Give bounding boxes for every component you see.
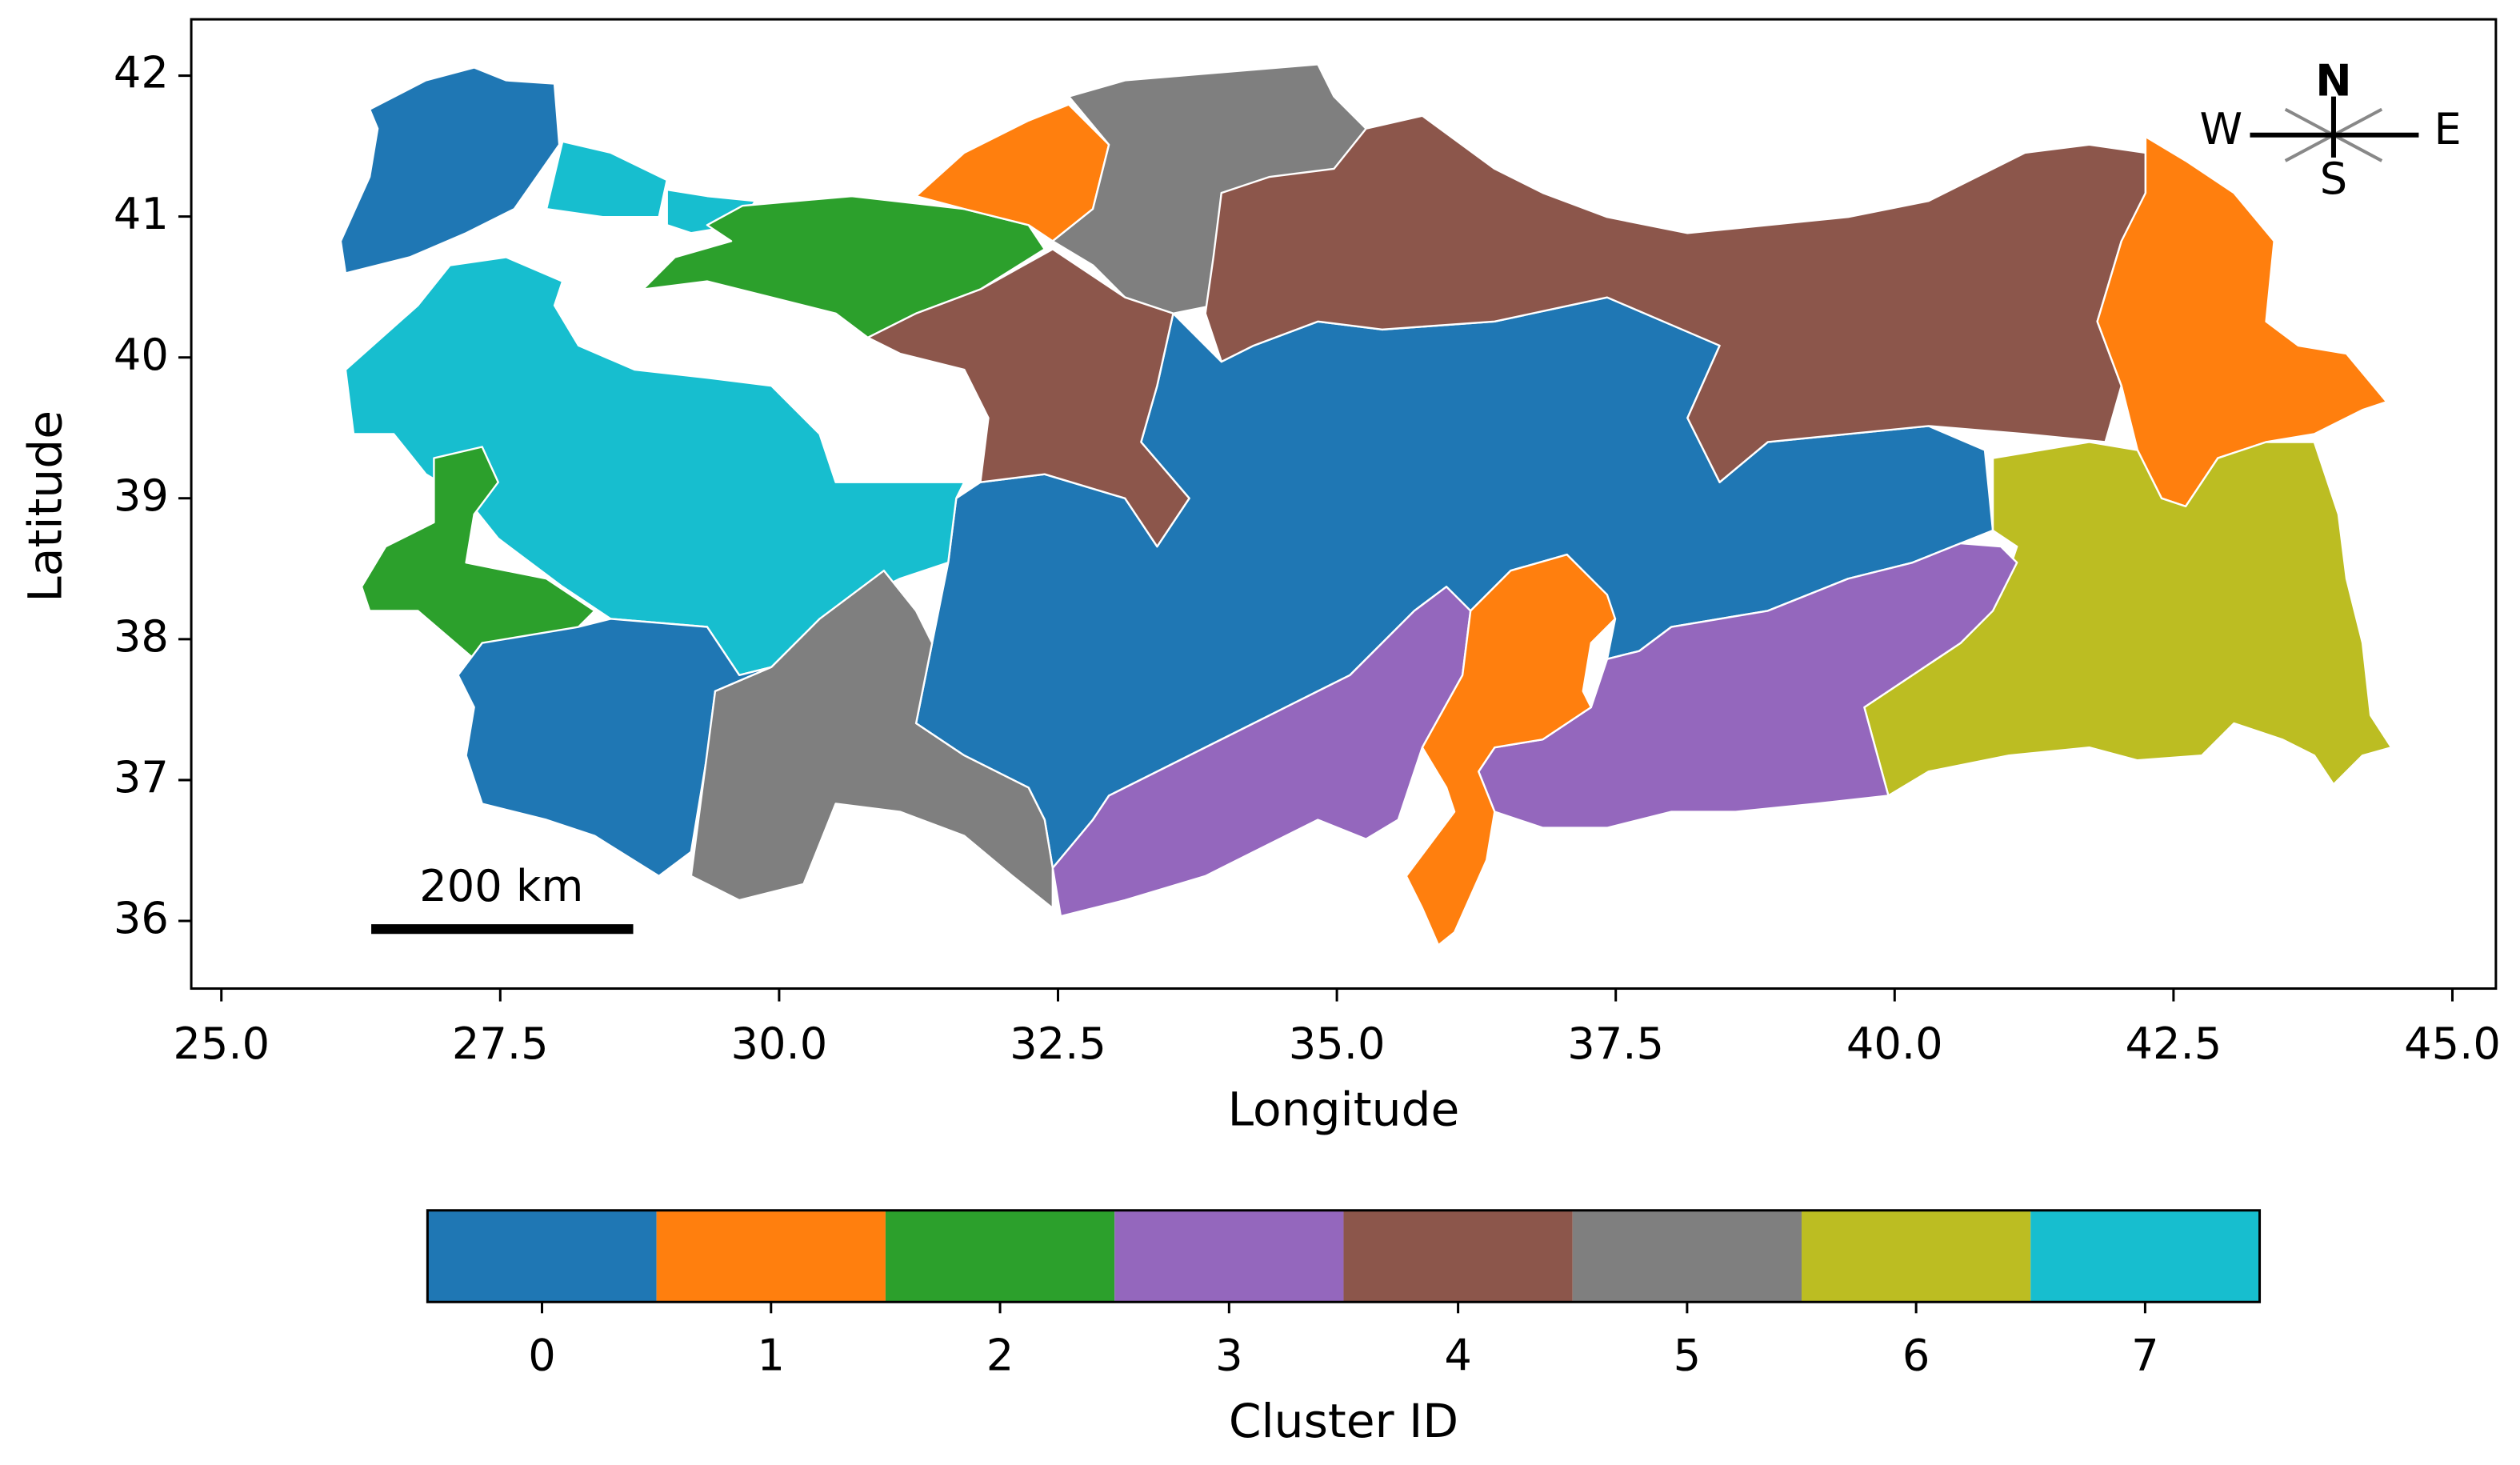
colorbar-swatch (656, 1210, 886, 1303)
colorbar-label: Cluster ID (1229, 1394, 1458, 1448)
region (339, 66, 561, 274)
x-tick-label: 30.0 (731, 1019, 828, 1069)
y-tick-label: 42 (114, 48, 169, 98)
colorbar-tick-label: 4 (1444, 1331, 1472, 1381)
compass: N S W E (2200, 56, 2462, 205)
colorbar-swatch (1343, 1210, 1573, 1303)
compass-w: W (2200, 104, 2243, 154)
colorbar-frame (426, 1209, 2262, 1303)
x-tick-label: 27.5 (452, 1019, 549, 1069)
y-tick-label: 36 (114, 893, 169, 943)
x-tick-label: 45.0 (2404, 1019, 2501, 1069)
colorbar-swatch (2030, 1210, 2260, 1303)
y-tick-label: 40 (114, 330, 169, 380)
colorbar: 0 1 2 3 4 5 6 7 (426, 1209, 2262, 1381)
colorbar-tick-label: 6 (1902, 1331, 1930, 1381)
scale-bar-label: 200 km (419, 861, 583, 911)
region (2096, 135, 2388, 508)
x-tick-label: 25.0 (173, 1019, 270, 1069)
x-tick-label: 32.5 (1010, 1019, 1106, 1069)
region (457, 618, 773, 878)
region (545, 140, 668, 218)
colorbar-swatch (1114, 1210, 1344, 1303)
y-tick-label: 38 (114, 611, 169, 662)
colorbar-swatch (427, 1210, 657, 1303)
colorbar-tick-label: 7 (2131, 1331, 2159, 1381)
regions (339, 63, 2393, 947)
plot-frame (190, 18, 2498, 991)
x-tick-label: 42.5 (2126, 1019, 2222, 1069)
x-axis-label: Longitude (1228, 1082, 1460, 1136)
region (690, 569, 1054, 910)
y-tick-label: 41 (114, 189, 169, 239)
x-tick-label: 35.0 (1289, 1019, 1386, 1069)
compass-e: E (2434, 104, 2461, 154)
colorbar-tick-label: 3 (1215, 1331, 1243, 1381)
colorbar-tick-label: 2 (986, 1331, 1014, 1381)
region (344, 256, 966, 676)
region (866, 248, 1190, 548)
y-tick-label: 37 (114, 752, 169, 803)
colorbar-swatch (1802, 1210, 2031, 1303)
colorbar-tick-label: 5 (1674, 1331, 1702, 1381)
compass-s: S (2320, 154, 2347, 204)
y-tick-label: 39 (114, 470, 169, 521)
colorbar-tick-label: 0 (528, 1331, 556, 1381)
y-axis-label: Latitude (18, 410, 72, 602)
colorbar-tick-label: 1 (758, 1331, 786, 1381)
colorbar-swatch (1572, 1210, 1802, 1303)
x-tick-label: 40.0 (1846, 1019, 1943, 1069)
colorbar-swatch (885, 1210, 1115, 1303)
region (1405, 553, 1617, 947)
compass-n: N (2315, 56, 2351, 106)
x-tick-label: 37.5 (1567, 1019, 1664, 1069)
